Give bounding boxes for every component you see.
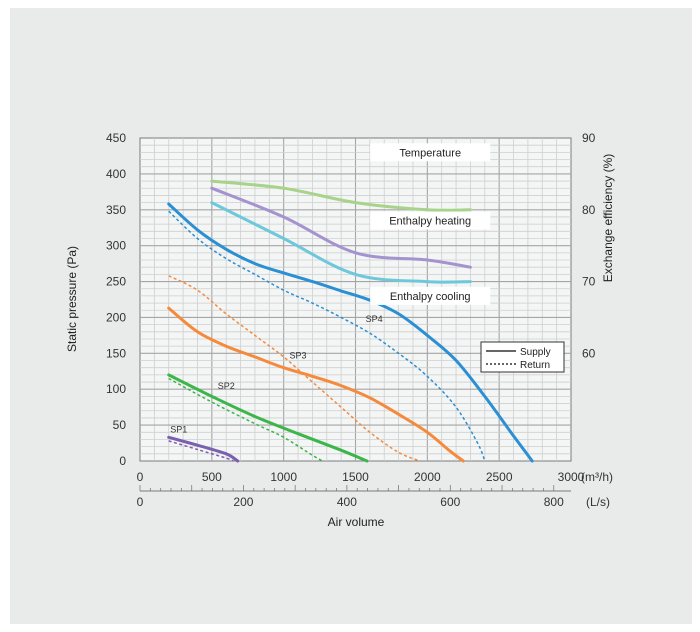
legend-box [480,341,565,373]
y-left-tick-label: 0 [119,454,126,468]
efficiency-label-temperature: Temperature [399,147,461,159]
x-primary-tick-label: 3000 [558,470,585,484]
efficiency-label-enthalpy-cooling: Enthalpy cooling [390,291,471,303]
supply-line-sp1 [167,435,240,463]
y-left-tick-label: 200 [106,310,126,324]
efficiency-label-bg [370,286,491,305]
chart-panel: 0 50 100 150 200 250 300 350 400 450 60 70 80 90 0 500 1… [10,8,692,624]
x-secondary-tick-label: 800 [544,495,564,509]
y-left-tick-label: 350 [106,203,126,217]
x-primary-tick-label: 1000 [270,470,297,484]
x-secondary-tick-label: 600 [440,495,460,509]
x-primary-tick-label: 2000 [414,470,441,484]
x-secondary-tick-label: 200 [233,495,253,509]
return-line-sp4 [168,210,486,462]
x-secondary-unit: (L/s) [586,495,610,509]
y-right-tick-label: 90 [582,131,596,145]
y-right-tick-label: 60 [582,346,596,360]
efficiency-line-enthalpy-cooling [210,201,472,284]
y-right-tick-label: 70 [582,275,596,289]
x-axis-title: Air volume [328,515,385,529]
y-left-tick-label: 50 [113,418,127,432]
efficiency-label-bg [370,143,491,162]
x-primary-tick-label: 0 [137,470,144,484]
x-primary-unit: (m³/h) [581,470,613,484]
y-left-tick-label: 450 [106,131,126,145]
y-left-tick-label: 100 [106,382,126,396]
efficiency-line-enthalpy-heating [210,186,472,269]
y-axis-left-title: Static pressure (Pa) [65,246,79,352]
y-left-tick-label: 250 [106,275,126,289]
legend-return-label: Return [520,360,550,371]
x-secondary-tick-label: 400 [337,495,357,509]
labels-layer: 0 50 100 150 200 250 300 350 400 450 60 70 80 90 0 500 1… [106,131,596,509]
y-left-tick-label: 300 [106,239,126,253]
x-primary-tick-label: 500 [202,470,222,484]
efficiency-label-bg [370,211,491,230]
series-label-sp3: SP3 [290,350,307,360]
y-axis-right-title: Exchange efficiency (%) [601,154,615,283]
y-right-tick-label: 80 [582,203,596,217]
return-line-sp2 [168,377,323,462]
legend-supply-label: Supply [520,347,551,358]
efficiency-label-enthalpy-heating: Enthalpy heating [389,216,471,228]
series-label-sp4: SP4 [366,314,383,324]
series-label-sp2: SP2 [218,381,235,391]
x-secondary-tick-label: 0 [137,495,144,509]
y-left-tick-label: 400 [106,167,126,181]
supply-line-sp4 [167,202,534,463]
y-left-tick-label: 150 [106,346,126,360]
series-label-sp1: SP1 [170,424,187,434]
supply-line-sp2 [167,373,369,463]
return-line-sp1 [168,440,234,462]
performance-chart: 0 50 100 150 200 250 300 350 400 450 60 70 80 90 0 500 1… [65,131,615,529]
x-primary-tick-label: 1500 [342,470,369,484]
series-layer [167,179,534,463]
legend: Supply Return [480,341,565,373]
return-line-sp3 [168,275,421,462]
supply-line-sp3 [167,306,465,463]
efficiency-line-temperature [210,179,472,212]
x-primary-tick-label: 2500 [486,470,513,484]
